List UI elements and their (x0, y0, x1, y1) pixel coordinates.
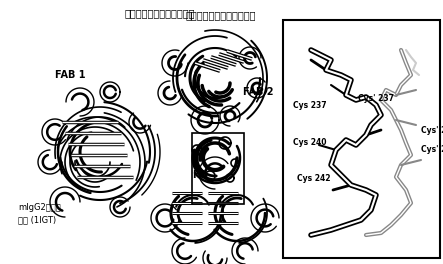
Text: 靶向铰链区以形成异二聚体: 靶向铰链区以形成异二聚体 (125, 8, 195, 18)
Text: 靶向铰链区以形成异二聚体: 靶向铰链区以形成异二聚体 (186, 10, 256, 20)
Text: FC: FC (192, 170, 206, 180)
Text: 架构 (1IGT): 架构 (1IGT) (18, 215, 56, 224)
Bar (192, 133, 244, 204)
Text: Cys' 242: Cys' 242 (421, 145, 443, 154)
Text: Cys' 237: Cys' 237 (358, 94, 394, 103)
Text: FAB 1: FAB 1 (55, 70, 85, 80)
Text: mIgG2的分子: mIgG2的分子 (18, 203, 61, 212)
Bar (283, 20, 440, 258)
Text: FAB 2: FAB 2 (243, 87, 273, 97)
Text: Cys 242: Cys 242 (297, 174, 330, 183)
Text: Cys 237: Cys 237 (293, 101, 327, 110)
Text: Cys' 240: Cys' 240 (421, 126, 443, 135)
Text: Cys 240: Cys 240 (293, 138, 327, 147)
